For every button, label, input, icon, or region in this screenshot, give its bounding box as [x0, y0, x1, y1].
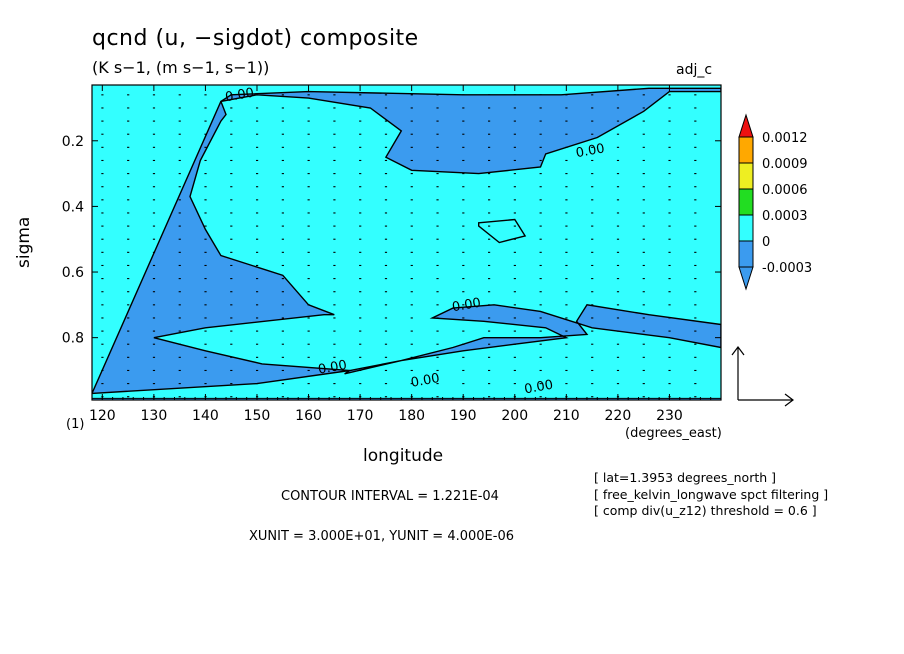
x-tick-label: 180: [398, 408, 425, 424]
contour-region-positive_low: [478, 218, 527, 244]
x-tick-label: 150: [244, 408, 271, 424]
x-tick-label: 190: [450, 408, 477, 424]
x-tick-label: 130: [141, 408, 168, 424]
colorbar-label: 0.0006: [762, 183, 808, 198]
info-line-2: [ free_kelvin_longwave spct filtering ]: [594, 487, 829, 502]
contour-region-negative: [92, 87, 721, 395]
contour-label: 0.00: [224, 86, 255, 106]
colorbar-segment: [738, 188, 754, 216]
panel-index: (1): [66, 417, 85, 432]
colorbar-bottom-triangle: [738, 266, 754, 291]
contour-labels: 0.00 0.00 0.00 0.00 0.00 0.00: [224, 86, 606, 398]
colorbar-label: 0: [762, 235, 770, 250]
plot-frame: [91, 84, 722, 401]
x-axis-label: longitude: [363, 446, 444, 466]
y-tick-label: 0.8: [62, 331, 84, 347]
colorbar-segment: [738, 162, 754, 190]
colorbar-label: 0.0012: [762, 131, 808, 146]
colorbar-segment: [738, 136, 754, 164]
x-tick-label: 230: [656, 408, 683, 424]
x-tick-label: 120: [89, 408, 116, 424]
colorbar-segment: [738, 240, 754, 268]
contour-label: 0.00: [523, 378, 554, 398]
vector-units: XUNIT = 3.000E+01, YUNIT = 4.000E-06: [249, 529, 514, 544]
chart-subtitle: (K s−1, (m s−1, s−1)): [92, 58, 270, 77]
info-line-3: [ comp div(u_z12) threshold = 0.6 ]: [594, 503, 817, 518]
colorbar-segment: [738, 214, 754, 242]
contour-label: 0.00: [575, 141, 606, 161]
colorbar: 0.0012 0.0009 0.0006 0.0003 0 -0.0003: [738, 113, 812, 291]
x-tick-label: 220: [605, 408, 632, 424]
axes: 120 130 140 150 160 170 180 190 200 210 220 230 0.2 0…: [62, 84, 722, 424]
x-tick-label: 210: [553, 408, 580, 424]
x-tick-label: 160: [295, 408, 322, 424]
contour-interval: CONTOUR INTERVAL = 1.221E-04: [281, 489, 499, 504]
x-tick-label: 170: [347, 408, 374, 424]
colorbar-label: -0.0003: [762, 261, 812, 276]
contour-label: 0.00: [317, 358, 348, 378]
ref-vector-horizontal-head: [784, 393, 794, 407]
x-axis-unit: (degrees_east): [625, 426, 722, 441]
x-tick-label: 200: [501, 408, 528, 424]
y-tick-label: 0.4: [62, 199, 84, 215]
y-tick-label: 0.6: [62, 265, 84, 281]
colorbar-label: 0.0003: [762, 209, 808, 224]
contour-label: 0.00: [451, 296, 482, 316]
colorbar-top-triangle: [738, 113, 754, 138]
chart-title: qcnd (u, −sigdot) composite: [92, 26, 419, 51]
y-tick-label: 0.2: [62, 134, 84, 150]
colorbar-label: 0.0009: [762, 157, 808, 172]
x-tick-label: 140: [192, 408, 219, 424]
contour-label: 0.00: [410, 371, 441, 391]
reference-vector: [731, 346, 794, 407]
info-line-1: [ lat=1.3953 degrees_north ]: [594, 470, 777, 485]
experiment-tag: adj_c: [676, 62, 713, 78]
ref-vector-vertical-head: [731, 346, 745, 356]
vector-field: [101, 94, 697, 398]
